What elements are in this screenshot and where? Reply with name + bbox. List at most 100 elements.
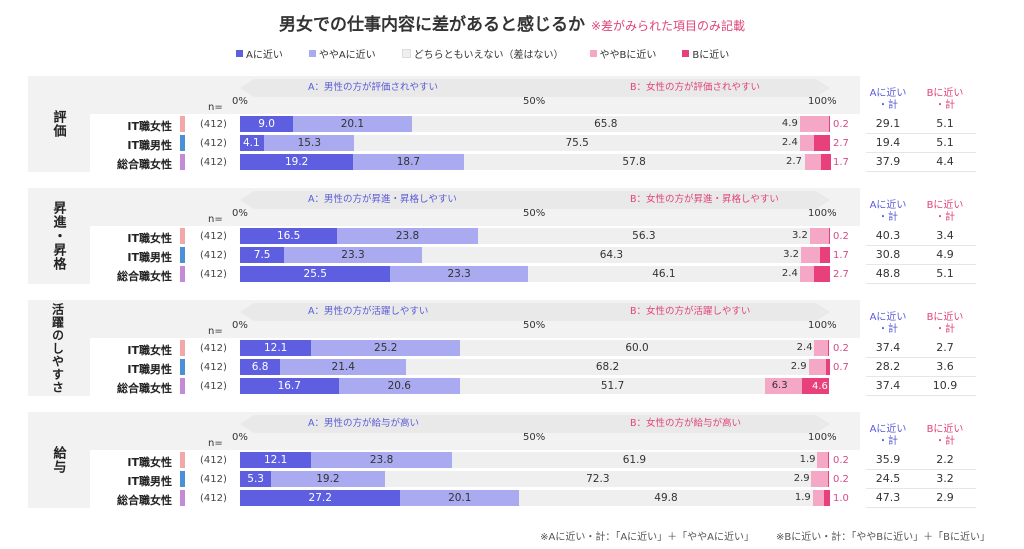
row-label: IT職男性 xyxy=(90,361,172,377)
data-label: 0.2 xyxy=(833,474,849,485)
bar-segment: 23.3 xyxy=(390,266,528,282)
bar-segment: 49.8 xyxy=(519,490,813,506)
row-label: IT職男性 xyxy=(90,249,172,265)
data-label: 2.9 xyxy=(790,361,807,372)
summary-a-total: 47.3 xyxy=(875,491,901,504)
direction-a-label: A：男性の方が給与が高い xyxy=(308,418,419,429)
data-label: 0.2 xyxy=(833,231,849,242)
bar-segment xyxy=(812,490,825,506)
data-label: 0.2 xyxy=(833,343,849,354)
data-label: 2.9 xyxy=(793,473,810,484)
data-label: 25.5 xyxy=(303,268,327,280)
bar-segment xyxy=(814,340,829,356)
row-color-mark xyxy=(180,471,185,487)
data-label: 1.7 xyxy=(833,157,849,168)
summary-header-a: Aに近い ・計 xyxy=(869,88,907,111)
axis-tick-label: 50% xyxy=(523,320,546,331)
bar-segment: 23.8 xyxy=(337,228,478,244)
bar-segment: 18.7 xyxy=(353,154,464,170)
data-label: 21.4 xyxy=(331,361,355,373)
summary-b-total: 5.1 xyxy=(936,267,954,280)
data-label: 9.0 xyxy=(258,118,275,130)
chart-title-text: 男女での仕事内容に差があると感じるか xyxy=(278,15,585,35)
bar-segment xyxy=(814,135,830,151)
bar-segment: 46.1 xyxy=(527,266,800,282)
bar-segment xyxy=(799,266,815,282)
legend-item: Aに近い xyxy=(236,46,283,61)
summary-a-total: 28.2 xyxy=(875,360,901,373)
axis-tick-label: 100% xyxy=(808,96,837,107)
chart-title-note: ※差がみられた項目のみ記載 xyxy=(590,19,746,33)
summary-divider xyxy=(866,171,976,172)
bar-segment xyxy=(828,471,830,487)
bar-segment: 25.5 xyxy=(240,266,391,282)
summary-divider xyxy=(866,488,976,489)
data-label: 51.7 xyxy=(600,380,625,392)
summary-b-total: 3.4 xyxy=(936,229,954,242)
data-label: 2.4 xyxy=(781,268,798,279)
bar-segment xyxy=(809,228,829,244)
data-label: 19.2 xyxy=(316,473,340,485)
direction-a-label: A：男性の方が活躍しやすい xyxy=(308,306,429,317)
chart-group: 評価 A：男性の方が評価されやすい B：女性の方が評価されやすい 0% 50% 100% n… xyxy=(28,76,976,172)
data-label: 68.2 xyxy=(595,361,620,373)
axis-tick-label: 100% xyxy=(808,208,837,219)
footnote: ※Aに近い・計：「Aに近い」＋「ややAに近い」 ※Bに近い・計：「ややBに近い」＋… xyxy=(518,528,990,543)
data-label: 0.2 xyxy=(833,455,849,466)
bar-segment xyxy=(825,359,830,375)
bar-segment: 12.1 xyxy=(240,340,312,356)
summary-divider xyxy=(866,264,976,265)
summary-header-a: Aに近い ・計 xyxy=(869,200,907,223)
direction-b-label: B：女性の方が昇進・昇格しやすい xyxy=(630,194,779,205)
summary-divider xyxy=(866,469,976,470)
direction-banner xyxy=(240,191,830,209)
row-color-mark xyxy=(180,247,185,263)
bar-segment: 4.1 xyxy=(240,135,265,151)
bar-segment xyxy=(799,135,815,151)
bar-segment: 20.1 xyxy=(400,490,520,506)
data-label: 2.4 xyxy=(796,342,813,353)
summary-a-total: 37.4 xyxy=(875,379,901,392)
row-n: (412) xyxy=(200,138,227,149)
summary-b-total: 3.2 xyxy=(936,472,954,485)
footnote-a: ※Aに近い・計：「Aに近い」＋「ややAに近い」 xyxy=(540,532,755,543)
bar-segment: 56.3 xyxy=(477,228,810,244)
row-n: (412) xyxy=(200,493,227,504)
n-label: n= xyxy=(208,214,223,225)
bar-segment: 51.7 xyxy=(460,378,766,394)
row-label: 総合職女性 xyxy=(90,156,172,172)
bar-segment: 60.0 xyxy=(460,340,815,356)
legend-swatch xyxy=(401,49,411,58)
chart-title: 男女での仕事内容に差があると感じるか ※差がみられた項目のみ記載 xyxy=(0,10,1024,35)
data-label: 4.9 xyxy=(781,118,798,129)
summary-divider xyxy=(866,133,976,134)
data-label: 1.0 xyxy=(833,493,849,504)
bar-segment xyxy=(817,452,829,468)
bar-segment xyxy=(819,247,830,263)
bar-segment xyxy=(802,378,830,394)
bar-segment xyxy=(765,378,803,394)
data-label: 0.2 xyxy=(833,119,849,130)
data-label: 57.8 xyxy=(622,156,646,168)
bar-segment: 12.1 xyxy=(240,452,312,468)
row-n: (412) xyxy=(200,119,227,130)
direction-banner xyxy=(240,79,830,97)
summary-b-total: 4.4 xyxy=(936,155,954,168)
data-label: 16.7 xyxy=(277,380,301,392)
bar-segment: 68.2 xyxy=(406,359,809,375)
row-n: (412) xyxy=(200,231,227,242)
summary-divider xyxy=(866,152,976,153)
chart-group: 給与 A：男性の方が給与が高い B：女性の方が給与が高い 0% 50% 100% n= Aに近… xyxy=(28,412,976,508)
data-label: 2.7 xyxy=(786,156,802,167)
bar-segment: 25.2 xyxy=(311,340,461,356)
summary-a-total: 48.8 xyxy=(875,267,901,280)
legend-item: どちらともいえない（差はない） xyxy=(401,46,564,61)
bar-segment: 23.3 xyxy=(284,247,422,263)
footnote-b: ※Bに近い・計：「ややBに近い」＋「Bに近い」 xyxy=(776,532,990,543)
data-label: 19.2 xyxy=(284,156,309,168)
row-color-mark xyxy=(180,359,185,375)
chart-group: 昇進・昇格 A：男性の方が昇進・昇格しやすい B：女性の方が昇進・昇格しやすい 0% 5… xyxy=(28,188,976,284)
bar-segment: 20.1 xyxy=(293,116,412,132)
summary-header-b: Bに近い ・計 xyxy=(926,88,964,111)
summary-b-total: 3.6 xyxy=(936,360,954,373)
